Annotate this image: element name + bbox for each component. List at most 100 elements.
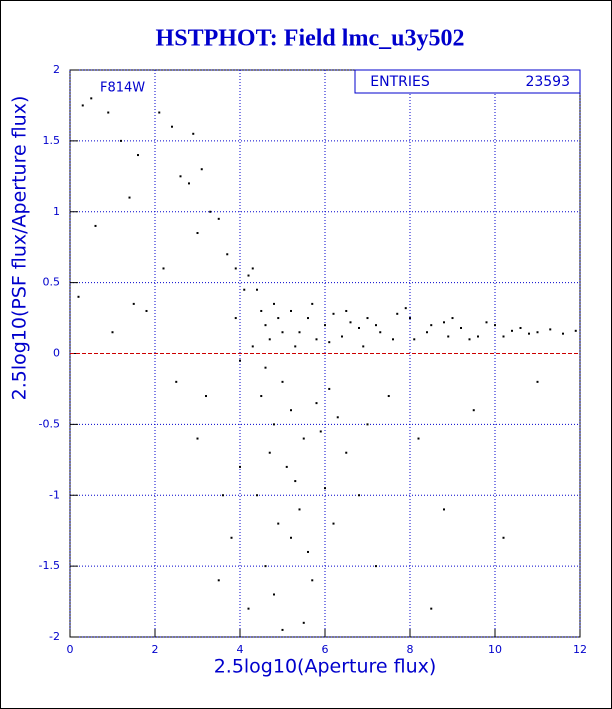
- point: [311, 579, 314, 582]
- point: [137, 154, 139, 157]
- point: [239, 465, 241, 468]
- point: [345, 451, 348, 454]
- point: [430, 607, 433, 610]
- point: [188, 182, 190, 185]
- point: [298, 508, 301, 511]
- annotation: F814W: [100, 81, 145, 96]
- y-tick-label: 1.5: [43, 134, 61, 147]
- point: [290, 309, 292, 312]
- point: [528, 332, 530, 335]
- point: [477, 335, 479, 338]
- point: [366, 423, 369, 426]
- point: [358, 326, 360, 329]
- point: [366, 317, 369, 320]
- point: [332, 312, 335, 315]
- point: [247, 274, 250, 277]
- point: [549, 328, 552, 331]
- point: [251, 267, 254, 270]
- point: [426, 331, 428, 334]
- point: [128, 196, 131, 199]
- point: [302, 437, 305, 440]
- point: [94, 224, 97, 227]
- point: [294, 480, 297, 483]
- point: [256, 494, 258, 497]
- point: [315, 338, 318, 341]
- point: [179, 175, 182, 178]
- y-tick-label: 1: [53, 205, 60, 218]
- point: [345, 309, 348, 312]
- point: [277, 522, 280, 525]
- point: [234, 317, 237, 320]
- x-tick-label: 12: [573, 643, 587, 656]
- point: [494, 324, 496, 327]
- point: [192, 132, 195, 135]
- point: [447, 335, 450, 338]
- point: [264, 366, 267, 369]
- point: [443, 508, 445, 511]
- stats-label: ENTRIES: [370, 74, 430, 90]
- point: [472, 409, 475, 412]
- point: [239, 359, 241, 362]
- point: [375, 565, 377, 568]
- point: [273, 302, 275, 305]
- point: [281, 380, 284, 383]
- y-axis-label: 2.5log10(PSF flux/Aperture flux): [9, 96, 31, 401]
- point: [217, 579, 220, 582]
- point: [230, 536, 233, 539]
- point: [111, 331, 114, 334]
- point: [81, 104, 84, 107]
- point: [217, 217, 220, 220]
- y-tick-label: -1: [49, 488, 60, 501]
- x-tick-label: 10: [488, 643, 502, 656]
- point: [247, 607, 250, 610]
- y-tick-label: -1.5: [39, 559, 60, 572]
- point: [290, 409, 292, 412]
- point: [311, 302, 314, 305]
- point: [145, 309, 148, 312]
- point: [468, 338, 471, 341]
- point: [196, 437, 199, 440]
- point: [273, 423, 275, 426]
- point: [264, 324, 267, 327]
- point: [324, 487, 326, 490]
- x-tick-label: 0: [67, 643, 74, 656]
- x-tick-label: 8: [407, 643, 414, 656]
- point: [171, 125, 173, 128]
- point: [396, 312, 399, 315]
- point: [328, 387, 331, 390]
- point: [260, 395, 263, 398]
- point: [307, 550, 309, 553]
- x-tick-label: 2: [152, 643, 159, 656]
- y-tick-label: 2: [53, 63, 60, 76]
- y-tick-label: 0.5: [43, 276, 61, 289]
- y-tick-label: -2: [49, 630, 60, 643]
- y-tick-label: -0.5: [39, 417, 60, 430]
- point: [451, 317, 454, 320]
- point: [392, 338, 394, 341]
- point: [502, 536, 505, 539]
- point: [332, 522, 335, 525]
- point: [77, 295, 80, 298]
- point: [243, 288, 246, 291]
- point: [277, 317, 280, 320]
- point: [536, 380, 539, 383]
- point: [443, 321, 445, 324]
- point: [260, 309, 263, 312]
- point: [268, 451, 271, 454]
- point: [107, 111, 110, 114]
- point: [132, 302, 135, 305]
- x-tick-label: 6: [322, 643, 329, 656]
- point: [264, 565, 267, 568]
- point: [162, 267, 165, 270]
- point: [379, 331, 382, 334]
- point: [281, 331, 284, 334]
- point: [234, 267, 237, 270]
- point: [200, 168, 203, 171]
- point: [362, 345, 365, 348]
- point: [358, 494, 360, 497]
- point: [574, 329, 577, 332]
- x-tick-label: 4: [237, 643, 244, 656]
- point: [502, 335, 505, 338]
- stats-box: [354, 69, 581, 94]
